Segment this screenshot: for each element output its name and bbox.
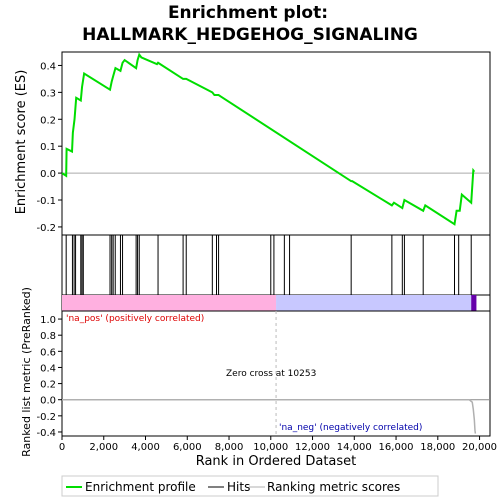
x-tick-label: 8,000 bbox=[215, 442, 244, 453]
negative-correlation-band bbox=[276, 295, 471, 311]
legend-metric-label: Ranking metric scores bbox=[267, 480, 400, 494]
x-tick-label: 10,000 bbox=[253, 442, 288, 453]
es-tick-label: 0.4 bbox=[40, 61, 56, 72]
positive-correlation-band bbox=[62, 295, 276, 311]
es-y-axis: -0.2 -0.1 0.0 0.1 0.2 0.3 0.4 bbox=[36, 61, 62, 233]
metric-tick-label: -0.2 bbox=[36, 412, 56, 423]
annotation-neg: 'na_neg' (negatively correlated) bbox=[279, 423, 422, 433]
metric-tick-label: 0.0 bbox=[40, 396, 56, 407]
x-tick-label: 14,000 bbox=[337, 442, 372, 453]
x-axis-label: Rank in Ordered Dataset bbox=[196, 454, 357, 469]
es-tick-label: -0.1 bbox=[36, 196, 56, 207]
es-tick-label: 0.2 bbox=[40, 115, 56, 126]
x-tick-label: 12,000 bbox=[295, 442, 330, 453]
x-tick-label: 6,000 bbox=[173, 442, 202, 453]
chart-title-line2: HALLMARK_HEDGEHOG_SIGNALING bbox=[82, 25, 418, 45]
x-tick-label: 0 bbox=[59, 442, 65, 453]
hits-panel bbox=[62, 235, 490, 295]
es-panel bbox=[62, 52, 490, 235]
metric-y-axis: -0.4 -0.2 0.0 0.2 0.4 0.6 0.8 1.0 bbox=[36, 315, 62, 439]
metric-tick-label: -0.4 bbox=[36, 428, 56, 439]
x-tick-label: 16,000 bbox=[379, 442, 414, 453]
es-tick-label: 0.1 bbox=[40, 142, 56, 153]
metric-tick-label: 0.2 bbox=[40, 380, 56, 391]
metric-tick-label: 0.6 bbox=[40, 347, 56, 358]
chart-title-line1: Enrichment plot: bbox=[168, 3, 328, 23]
x-tick-label: 20,000 bbox=[462, 442, 497, 453]
x-tick-label: 18,000 bbox=[420, 442, 455, 453]
legend-hits-label: Hits bbox=[227, 480, 250, 494]
metric-y-axis-label: Ranked list metric (PreRanked) bbox=[20, 287, 33, 457]
legend-profile-label: Enrichment profile bbox=[85, 480, 196, 494]
es-tick-label: 0.0 bbox=[40, 169, 56, 180]
metric-tick-label: 0.8 bbox=[40, 331, 56, 342]
metric-tick-label: 0.4 bbox=[40, 363, 56, 374]
metric-tick-label: 1.0 bbox=[40, 315, 56, 326]
x-tick-label: 2,000 bbox=[89, 442, 118, 453]
x-tick-label: 4,000 bbox=[131, 442, 160, 453]
annotation-zero-cross: Zero cross at 10253 bbox=[226, 369, 316, 379]
es-tick-label: -0.2 bbox=[36, 223, 56, 234]
x-axis: 0 2,000 4,000 6,000 8,000 10,000 12,000 14,000 1… bbox=[59, 436, 497, 453]
negative-extreme-band bbox=[471, 295, 476, 311]
es-tick-label: 0.3 bbox=[40, 88, 56, 99]
es-y-axis-label: Enrichment score (ES) bbox=[14, 70, 29, 215]
annotation-pos: 'na_pos' (positively correlated) bbox=[66, 314, 204, 324]
